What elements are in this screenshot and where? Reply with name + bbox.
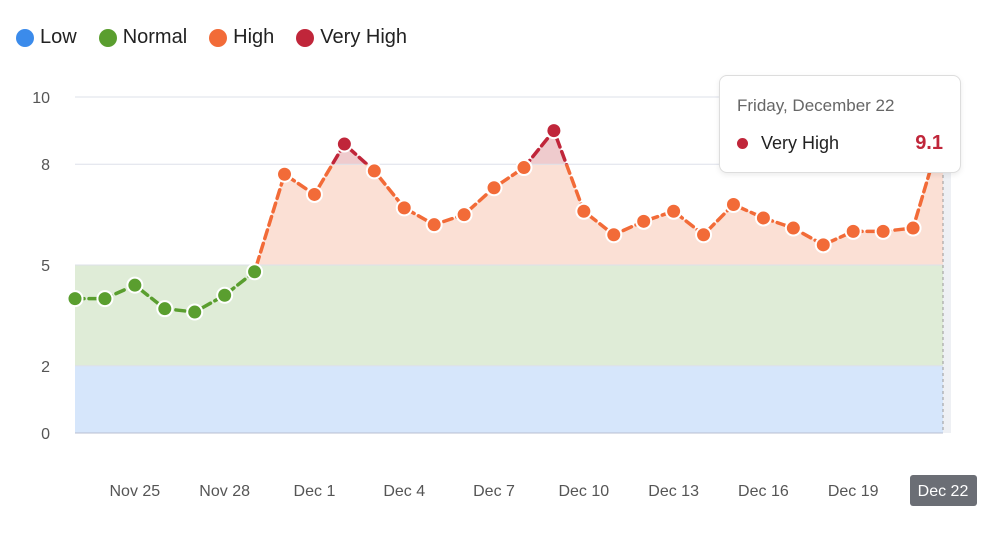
data-point[interactable] — [455, 206, 473, 224]
data-point[interactable] — [874, 222, 892, 240]
y-tick-label: 0 — [41, 426, 50, 443]
data-point[interactable] — [754, 209, 772, 227]
data-point[interactable] — [814, 236, 832, 254]
data-point[interactable] — [305, 185, 323, 203]
data-point[interactable] — [365, 162, 383, 180]
data-point[interactable] — [425, 216, 443, 234]
data-point[interactable] — [395, 199, 413, 217]
data-point[interactable] — [66, 290, 84, 308]
data-point[interactable] — [515, 159, 533, 177]
data-point[interactable] — [96, 290, 114, 308]
y-tick-label: 2 — [41, 359, 50, 376]
data-point[interactable] — [485, 179, 503, 197]
x-tick-label: Dec 10 — [558, 483, 609, 500]
tooltip-date: Friday, December 22 — [737, 96, 895, 115]
data-point[interactable] — [605, 226, 623, 244]
legend-item-normal[interactable]: Normal — [98, 26, 188, 49]
y-tick-label: 8 — [41, 157, 50, 174]
data-point[interactable] — [545, 122, 563, 140]
low-dot-icon — [16, 28, 34, 47]
legend-label: Low — [40, 26, 77, 48]
tooltip-bullet-icon — [737, 138, 748, 149]
legend-item-high[interactable]: High — [209, 26, 274, 49]
data-point[interactable] — [695, 226, 713, 244]
data-point[interactable] — [186, 303, 204, 321]
x-tick-label: Dec 22 — [918, 483, 969, 500]
data-point[interactable] — [575, 202, 593, 220]
x-tick-label: Dec 1 — [294, 483, 336, 500]
x-tick-label: Dec 16 — [738, 483, 789, 500]
data-point[interactable] — [246, 263, 264, 281]
x-tick-label: Nov 28 — [199, 483, 250, 500]
very-high-dot-icon — [296, 28, 315, 47]
data-point[interactable] — [335, 135, 353, 153]
normal-band — [75, 265, 943, 366]
data-point[interactable] — [156, 300, 174, 318]
data-point[interactable] — [276, 165, 294, 183]
data-point[interactable] — [724, 196, 742, 214]
data-point[interactable] — [126, 276, 144, 294]
legend-label: High — [233, 26, 275, 48]
tooltip-series: Very High — [761, 133, 840, 153]
data-point[interactable] — [216, 286, 234, 304]
x-tick-label: Dec 7 — [473, 483, 515, 500]
x-tick-label: Dec 13 — [648, 483, 699, 500]
tooltip: Friday, December 22 Very High 9.1 — [719, 75, 961, 173]
data-point[interactable] — [665, 202, 683, 220]
x-tick-label: Dec 19 — [828, 483, 879, 500]
x-tick-highlight — [910, 475, 977, 506]
legend-label: Normal — [122, 26, 188, 48]
data-point[interactable] — [904, 219, 922, 237]
y-tick-label: 5 — [41, 258, 50, 275]
x-tick-label: Nov 25 — [110, 483, 161, 500]
low-band — [75, 365, 943, 433]
tooltip-value: 9.1 — [915, 132, 943, 154]
x-tick-label: Dec 4 — [383, 483, 425, 500]
normal-dot-icon — [98, 28, 117, 47]
legend-item-very-high[interactable]: Very High — [296, 26, 407, 49]
legend: Low Normal High Very High — [16, 26, 407, 49]
data-point[interactable] — [844, 222, 862, 240]
data-point[interactable] — [784, 219, 802, 237]
legend-label: Very High — [320, 26, 408, 48]
high-dot-icon — [209, 28, 228, 47]
data-point[interactable] — [635, 212, 653, 230]
y-tick-label: 10 — [32, 90, 50, 107]
high-area — [256, 164, 943, 265]
legend-item-low[interactable]: Low — [16, 26, 77, 49]
